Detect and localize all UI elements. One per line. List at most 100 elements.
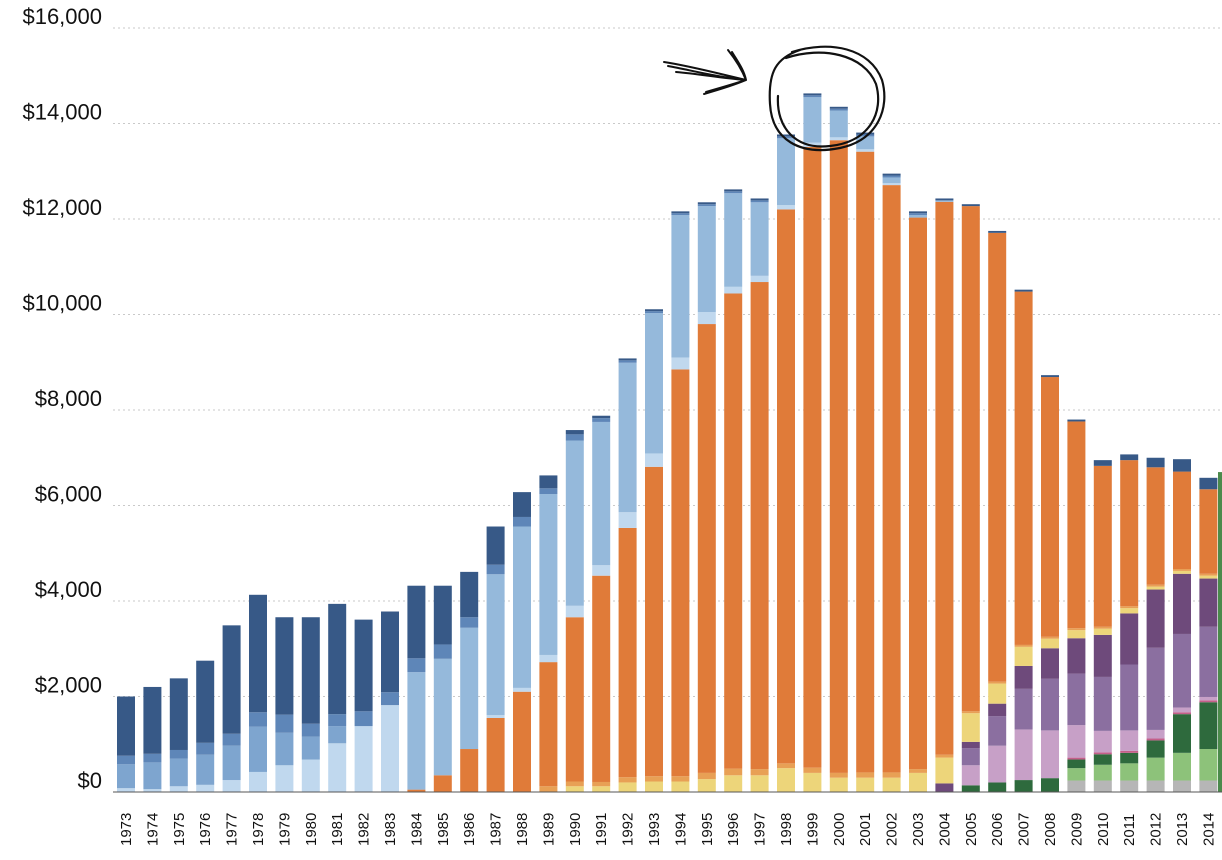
bar-segment (169, 758, 188, 787)
bar-segment (777, 768, 795, 792)
bar-segment (988, 782, 1007, 792)
bar-segment (381, 705, 399, 792)
bar-segment (486, 526, 505, 565)
bar-segment (988, 703, 1007, 717)
bar-segment (1146, 586, 1165, 590)
bar-1986 (460, 571, 479, 792)
bar-segment (961, 204, 980, 207)
bar-segment (249, 594, 267, 713)
bar-segment (803, 93, 822, 96)
y-tick-label: $2,000 (35, 673, 102, 698)
bar-segment (169, 678, 188, 750)
bar-segment (750, 200, 769, 203)
bar-segment (1041, 377, 1059, 637)
bar-segment (1093, 626, 1112, 629)
bar-segment (1041, 730, 1059, 779)
bar-segment (856, 151, 875, 773)
bar-segment (882, 185, 901, 773)
bar-segment (671, 357, 690, 370)
bar-segment (1146, 729, 1165, 739)
bar-2012 (1146, 457, 1165, 792)
bar-segment (169, 786, 188, 792)
y-axis-tick-labels: $0 $2,000 $4,000 $6,000 $8,000 $10,000 $12,000… (22, 4, 102, 793)
bar-segment (592, 421, 611, 566)
bar-segment (1146, 467, 1165, 585)
bar-segment (829, 106, 848, 109)
bar-segment (645, 776, 663, 782)
bar-segment (565, 605, 584, 618)
bar-2011 (1120, 454, 1139, 792)
bar-segment (565, 781, 584, 787)
bar-segment (222, 733, 241, 746)
bar-segment (460, 749, 479, 792)
bar-segment (724, 293, 743, 769)
bar-segment (1093, 780, 1112, 792)
bar-segment (1199, 489, 1218, 574)
bar-segment (1120, 664, 1139, 731)
bar-segment (407, 658, 426, 673)
bar-segment (724, 191, 743, 194)
x-tick-label: 1998 (778, 813, 795, 846)
bar-segment (1173, 573, 1191, 634)
bar-1973 (117, 696, 135, 792)
bar-2014 (1199, 477, 1218, 792)
bar-segment (486, 715, 505, 718)
bar-segment (592, 415, 611, 419)
bar-segment (275, 714, 294, 733)
x-tick-label: 2014 (1200, 813, 1217, 846)
y-tick-label: $6,000 (35, 482, 102, 507)
x-tick-label: 2013 (1174, 813, 1191, 846)
bar-segment (1067, 780, 1086, 792)
bar-segment (301, 617, 320, 724)
bar-segment (697, 312, 716, 325)
bar-1999 (803, 93, 822, 792)
bar-segment (513, 492, 531, 517)
bar-segment (1199, 575, 1218, 579)
bar-segment (1173, 471, 1191, 570)
bar-segment (222, 625, 241, 734)
x-tick-label: 2010 (1095, 813, 1112, 846)
bar-segment (1093, 634, 1112, 677)
bar-2000 (829, 106, 848, 792)
bar-segment (196, 784, 215, 792)
bar-segment (697, 204, 716, 207)
bar-segment (1014, 688, 1033, 730)
bar-segment (724, 286, 743, 294)
x-tick-label: 1977 (224, 813, 241, 846)
bar-segment (1041, 636, 1059, 639)
bar-segment (671, 776, 690, 782)
bar-1996 (724, 189, 743, 792)
bar-segment (777, 763, 795, 769)
bar-segment (645, 781, 663, 792)
bar-segment (961, 206, 980, 712)
bar-segment (1120, 763, 1139, 781)
bar-segment (592, 781, 611, 787)
bar-segment (961, 711, 980, 714)
bar-segment (117, 764, 135, 789)
x-axis-tick-labels: 1973 1974 1975 1976 1977 1978 1979 1980 1981 1982… (118, 813, 1217, 846)
bar-segment (539, 662, 558, 787)
bar-segment (671, 781, 690, 792)
bar-segment (1173, 633, 1191, 708)
x-tick-label: 2012 (1148, 813, 1165, 846)
bar-segment (750, 198, 769, 201)
bar-segment (1120, 730, 1139, 751)
bar-segment (961, 785, 980, 792)
y-tick-label: $14,000 (22, 100, 102, 125)
bar-segment (381, 611, 399, 693)
y-tick-label: $10,000 (22, 291, 102, 316)
bar-segment (935, 201, 954, 755)
bar-segment (829, 108, 848, 111)
bar-segment (1093, 764, 1112, 781)
bar-segment (1041, 638, 1059, 649)
bar-2003 (909, 211, 927, 792)
bar-segment (1067, 421, 1086, 629)
bar-1974 (143, 686, 162, 792)
bar-1978 (249, 594, 267, 792)
x-tick-label: 2004 (936, 813, 953, 846)
bar-segment (618, 358, 637, 361)
x-tick-label: 1994 (672, 813, 689, 846)
bar-segment (909, 215, 927, 218)
bar-segment (1120, 752, 1139, 764)
